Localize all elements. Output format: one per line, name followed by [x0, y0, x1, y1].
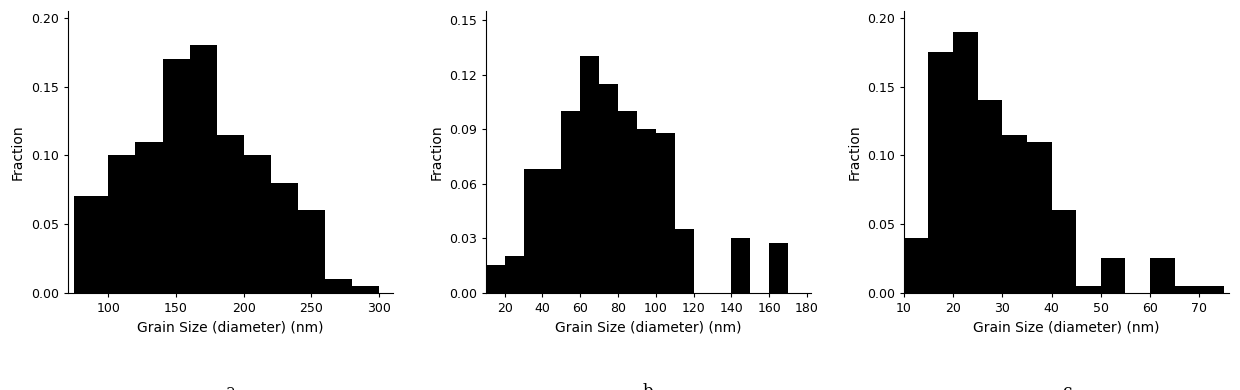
Bar [352, 285, 379, 292]
Bar [162, 59, 190, 292]
Bar [618, 111, 637, 292]
Bar [977, 100, 1002, 292]
X-axis label: Grain Size (diameter) (nm): Grain Size (diameter) (nm) [973, 320, 1159, 334]
Bar [217, 135, 244, 292]
Bar [769, 243, 789, 292]
Text: a: a [226, 383, 236, 390]
X-axis label: Grain Size (diameter) (nm): Grain Size (diameter) (nm) [556, 320, 742, 334]
Bar [656, 133, 675, 292]
Bar [1149, 258, 1174, 292]
Bar [1101, 258, 1126, 292]
Bar [108, 155, 135, 292]
Bar [244, 155, 270, 292]
Y-axis label: Fraction: Fraction [429, 124, 443, 180]
Bar [929, 52, 954, 292]
Bar [599, 84, 618, 292]
Bar [542, 169, 562, 292]
Bar [505, 256, 523, 292]
Text: b: b [644, 383, 653, 390]
Bar [732, 238, 750, 292]
Bar [580, 57, 599, 292]
Bar [298, 210, 325, 292]
Bar [954, 32, 977, 292]
Bar [1052, 210, 1076, 292]
Bar [562, 111, 580, 292]
Bar [904, 238, 929, 292]
Y-axis label: Fraction: Fraction [847, 124, 862, 180]
Text: c: c [1061, 383, 1071, 390]
Bar [1076, 285, 1101, 292]
Bar [1002, 135, 1027, 292]
Bar [325, 279, 352, 292]
Bar [74, 197, 108, 292]
Bar [1199, 285, 1224, 292]
Bar [637, 129, 656, 292]
Bar [135, 142, 162, 292]
Bar [1174, 285, 1199, 292]
Bar [1027, 142, 1052, 292]
Bar [675, 229, 693, 292]
Bar [523, 169, 542, 292]
Bar [486, 265, 505, 292]
Bar [190, 45, 217, 292]
X-axis label: Grain Size (diameter) (nm): Grain Size (diameter) (nm) [136, 320, 324, 334]
Y-axis label: Fraction: Fraction [11, 124, 25, 180]
Bar [270, 183, 298, 292]
